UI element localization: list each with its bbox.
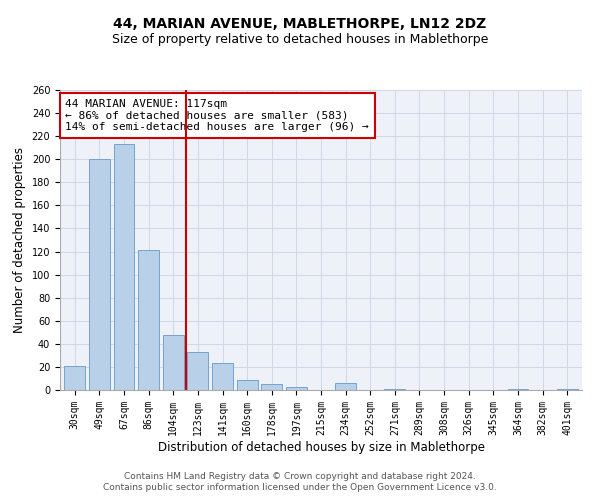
Bar xyxy=(385,389,406,390)
Bar xyxy=(89,159,110,390)
Bar xyxy=(64,366,85,390)
Text: 44 MARIAN AVENUE: 117sqm
← 86% of detached houses are smaller (583)
14% of semi-: 44 MARIAN AVENUE: 117sqm ← 86% of detach… xyxy=(65,99,369,132)
Bar xyxy=(236,380,257,390)
Bar xyxy=(113,144,134,390)
Bar xyxy=(335,383,356,390)
Bar xyxy=(187,352,208,390)
Text: 44, MARIAN AVENUE, MABLETHORPE, LN12 2DZ: 44, MARIAN AVENUE, MABLETHORPE, LN12 2DZ xyxy=(113,18,487,32)
Bar xyxy=(138,250,159,390)
Bar xyxy=(508,389,529,390)
Bar xyxy=(557,389,578,390)
Text: Contains HM Land Registry data © Crown copyright and database right 2024.
Contai: Contains HM Land Registry data © Crown c… xyxy=(103,472,497,492)
Text: Size of property relative to detached houses in Mablethorpe: Size of property relative to detached ho… xyxy=(112,32,488,46)
Bar xyxy=(212,364,233,390)
Y-axis label: Number of detached properties: Number of detached properties xyxy=(13,147,26,333)
Bar xyxy=(286,386,307,390)
Bar xyxy=(261,384,282,390)
X-axis label: Distribution of detached houses by size in Mablethorpe: Distribution of detached houses by size … xyxy=(157,440,485,454)
Bar xyxy=(163,334,184,390)
